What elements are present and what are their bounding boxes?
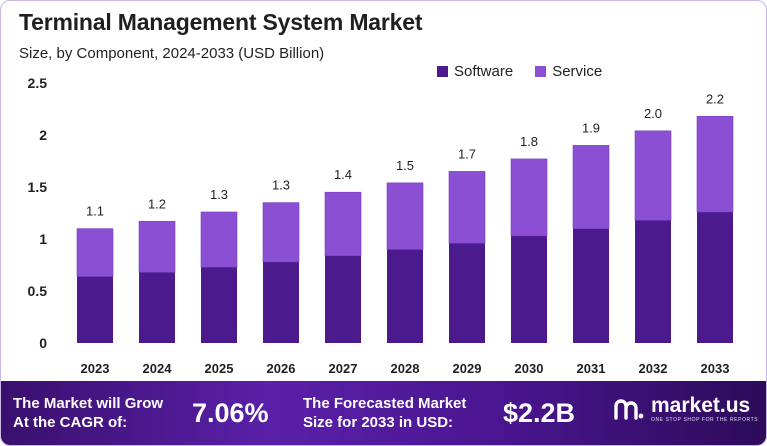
bar-total-label: 2.2 xyxy=(706,91,724,106)
y-tick-label: 2.5 xyxy=(28,75,48,91)
bar-service-2033 xyxy=(696,115,734,213)
bar-total-label: 1.3 xyxy=(272,178,290,193)
x-tick-label: 2033 xyxy=(701,361,730,376)
bar-total-label: 1.2 xyxy=(148,196,166,211)
x-tick-label: 2026 xyxy=(267,361,296,376)
cagr-label: The Market will Grow At the CAGR of: xyxy=(13,394,163,432)
x-tick-label: 2027 xyxy=(329,361,358,376)
bar-chart: 0 0.5 1 1.5 2 2.5 1.1 2023 1.2 2024 1.3 2025 1.3 2026… xyxy=(28,75,734,376)
legend-item-software: Software xyxy=(437,63,513,80)
bar-software-2025 xyxy=(201,267,237,343)
x-tick-label: 2024 xyxy=(143,361,173,376)
bar-software-2023 xyxy=(77,276,113,343)
bar-software-2033 xyxy=(697,211,733,343)
bar-software-2031 xyxy=(573,228,609,343)
bar-service-2027 xyxy=(324,191,362,256)
brand-text: market.us ONE STOP SHOP FOR THE REPORTS xyxy=(651,394,759,424)
x-tick-label: 2031 xyxy=(577,361,606,376)
legend-item-service: Service xyxy=(535,63,602,80)
bar-total-label: 1.3 xyxy=(210,187,228,202)
y-tick-label: 1 xyxy=(39,231,47,247)
forecast-label-line1: The Forecasted Market xyxy=(303,395,467,412)
footer-banner: The Market will Grow At the CAGR of: 7.0… xyxy=(1,381,766,445)
y-tick-label: 0 xyxy=(39,335,47,351)
bar-service-2032 xyxy=(634,130,672,221)
chart-subtitle: Size, by Component, 2024-2033 (USD Billi… xyxy=(19,45,325,62)
legend-swatch-service xyxy=(535,66,547,77)
y-tick-label: 1.5 xyxy=(28,179,48,195)
bar-service-2029 xyxy=(448,171,486,244)
legend-label-software: Software xyxy=(454,63,514,80)
bar-total-label: 1.4 xyxy=(334,167,352,182)
bar-service-2031 xyxy=(572,145,610,229)
forecast-label-line2: Size for 2033 in USD: xyxy=(303,414,454,431)
chart-title: Terminal Management System Market xyxy=(19,9,423,35)
bar-total-label: 2.0 xyxy=(644,106,662,121)
bar-software-2032 xyxy=(635,220,671,343)
legend-swatch-software xyxy=(437,66,448,77)
brand-logo: market.us ONE STOP SHOP FOR THE REPORTS xyxy=(613,395,758,423)
cagr-value: 7.06% xyxy=(192,398,269,428)
bar-service-2024 xyxy=(138,221,176,273)
bar-total-label: 1.5 xyxy=(396,158,414,173)
bar-total-label: 1.1 xyxy=(86,204,104,219)
y-tick-label: 2 xyxy=(39,127,47,143)
x-tick-label: 2025 xyxy=(205,361,234,376)
brand-name: market.us xyxy=(651,394,751,417)
x-tick-label: 2023 xyxy=(81,361,110,376)
bar-total-label: 1.8 xyxy=(520,134,538,149)
bar-service-2028 xyxy=(386,182,424,250)
bar-service-2025 xyxy=(200,211,238,268)
bar-software-2027 xyxy=(325,255,361,343)
chart-legend: Software Service xyxy=(437,63,602,80)
bar-service-2026 xyxy=(262,202,300,263)
legend-label-service: Service xyxy=(552,63,603,80)
x-tick-label: 2030 xyxy=(515,361,544,376)
bar-service-2023 xyxy=(76,228,114,277)
cagr-label-line2: At the CAGR of: xyxy=(13,414,128,431)
market-us-logo-icon xyxy=(614,399,644,420)
forecast-label: The Forecasted Market Size for 2033 in U… xyxy=(303,394,466,432)
bar-software-2028 xyxy=(387,249,423,343)
bar-total-label: 1.7 xyxy=(458,146,476,161)
bar-software-2029 xyxy=(449,243,485,343)
bar-software-2026 xyxy=(263,261,299,343)
brand-tagline: ONE STOP SHOP FOR THE REPORTS xyxy=(651,417,759,423)
forecast-value: $2.2B xyxy=(503,398,576,428)
x-tick-label: 2029 xyxy=(453,361,482,376)
x-tick-label: 2028 xyxy=(391,361,420,376)
bar-service-2030 xyxy=(510,158,548,237)
x-tick-label: 2032 xyxy=(639,361,668,376)
bar-software-2030 xyxy=(511,235,547,343)
cagr-label-line1: The Market will Grow xyxy=(13,395,164,412)
bar-total-label: 1.9 xyxy=(582,120,600,135)
y-tick-label: 0.5 xyxy=(28,283,48,299)
bar-software-2024 xyxy=(139,272,175,343)
